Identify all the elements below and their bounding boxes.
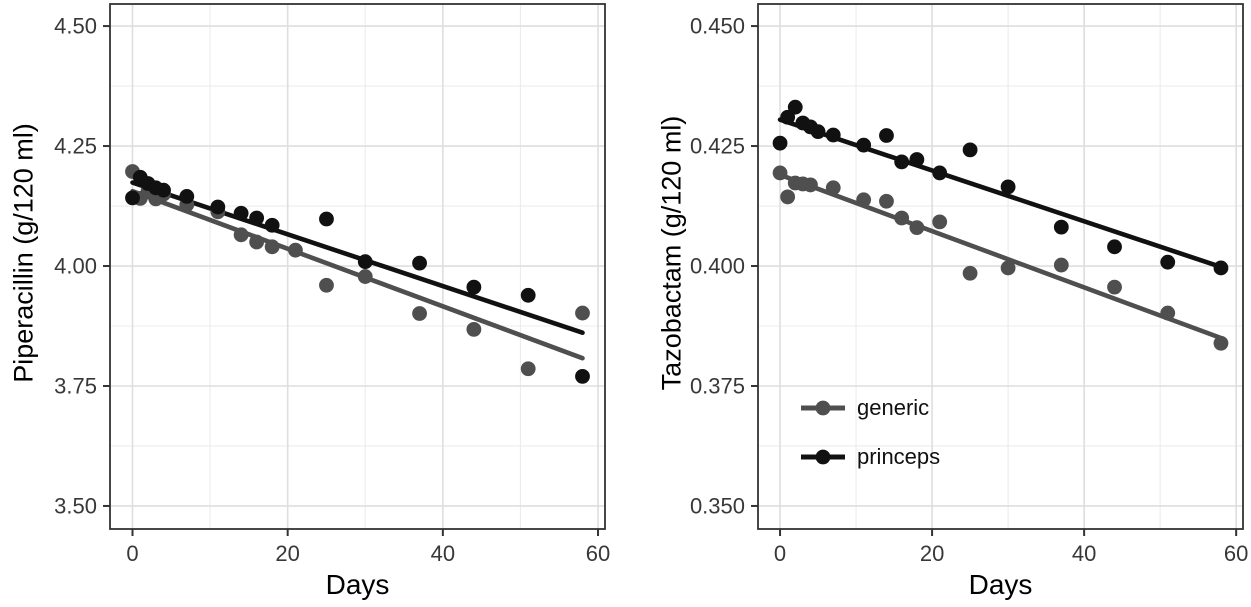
data-point-princeps xyxy=(357,254,373,270)
legend-label-generic: generic xyxy=(857,395,930,420)
legend-item-generic: generic xyxy=(800,395,940,420)
legend-key-point xyxy=(815,400,831,416)
data-point-generic xyxy=(803,177,818,193)
y-axis-tick-label: 4.50 xyxy=(54,14,97,39)
data-point-princeps xyxy=(856,137,872,153)
y-axis-tick-label: 0.350 xyxy=(690,493,745,518)
data-point-princeps xyxy=(1107,239,1122,255)
y-axis-title-tazobactam: Tazobactam (g/120 ml) xyxy=(656,115,687,390)
data-point-princeps xyxy=(575,368,590,384)
data-point-generic xyxy=(1053,257,1069,273)
x-axis-tick-label: 60 xyxy=(586,541,610,566)
data-point-princeps xyxy=(894,154,910,170)
data-point-princeps xyxy=(125,190,140,206)
data-point-princeps xyxy=(787,99,803,115)
data-point-generic xyxy=(319,277,334,293)
data-point-generic xyxy=(1160,305,1176,321)
x-axis-tick-label: 20 xyxy=(275,541,299,566)
x-axis-tick-label: 60 xyxy=(1224,541,1248,566)
generic-line-point-icon xyxy=(801,400,845,416)
y-axis-tick-label: 4.25 xyxy=(54,134,97,159)
data-point-princeps xyxy=(412,255,427,271)
y-axis-tick-label: 4.00 xyxy=(54,254,97,279)
x-axis-title-left: Days xyxy=(325,569,390,600)
x-axis-tick-label: 0 xyxy=(126,541,138,566)
legend-item-princeps: princeps xyxy=(800,444,941,469)
x-axis-tick-label: 40 xyxy=(1072,541,1096,566)
data-point-generic xyxy=(879,193,894,209)
data-point-generic xyxy=(780,189,796,205)
data-point-generic xyxy=(909,220,925,236)
data-point-princeps xyxy=(466,279,482,295)
data-point-generic xyxy=(894,210,910,226)
y-axis-title-piperacillin: Piperacillin (g/120 ml) xyxy=(8,122,39,383)
x-axis-tick-label: 40 xyxy=(431,541,455,566)
data-point-generic xyxy=(575,305,590,321)
piperacillin-plot: 0 20 40 60 4.50 4.25 4.00 3.75 3.50 xyxy=(54,3,610,566)
data-point-princeps xyxy=(1160,254,1176,270)
data-point-generic xyxy=(772,165,788,181)
data-point-generic xyxy=(932,214,948,230)
data-point-princeps xyxy=(909,152,925,167)
data-point-generic xyxy=(249,234,265,250)
trend-line-generic xyxy=(777,172,1224,341)
data-point-generic xyxy=(466,321,482,337)
legend-label-princeps: princeps xyxy=(857,444,941,469)
data-point-princeps xyxy=(179,189,195,204)
data-point-princeps xyxy=(825,127,841,143)
data-point-princeps xyxy=(810,124,826,140)
data-point-generic xyxy=(1000,260,1016,276)
legend: generic princeps xyxy=(800,395,941,469)
data-point-princeps xyxy=(233,205,249,221)
data-point-princeps xyxy=(772,135,788,151)
data-point-generic xyxy=(962,265,978,281)
data-point-generic xyxy=(412,306,427,321)
data-point-generic xyxy=(825,180,841,196)
data-point-generic xyxy=(264,239,280,255)
legend-key-point xyxy=(815,449,831,465)
data-point-generic xyxy=(357,269,373,284)
data-point-generic xyxy=(1107,279,1122,295)
data-point-generic xyxy=(1213,335,1229,351)
y-axis-tick-label: 3.50 xyxy=(54,493,97,518)
data-point-princeps xyxy=(962,142,978,158)
x-axis-title-right: Days xyxy=(968,569,1033,600)
y-axis-tick-label: 0.425 xyxy=(690,134,745,159)
data-point-generic xyxy=(520,361,536,377)
data-point-princeps xyxy=(264,217,280,233)
data-point-princeps xyxy=(1053,219,1069,235)
y-axis-tick-label: 0.375 xyxy=(690,373,745,398)
trend-line-princeps xyxy=(777,117,1224,270)
princeps-line-point-icon xyxy=(801,449,845,465)
data-point-princeps xyxy=(156,182,171,198)
data-point-princeps xyxy=(932,165,948,181)
y-axis-tick-label: 0.400 xyxy=(690,254,745,279)
data-point-princeps xyxy=(1000,179,1016,195)
data-point-princeps xyxy=(879,128,894,143)
y-axis-tick-label: 0.450 xyxy=(690,14,745,39)
data-point-generic xyxy=(288,242,303,258)
data-point-princeps xyxy=(319,211,334,227)
trend-line-princeps xyxy=(130,180,585,336)
data-point-princeps xyxy=(520,287,536,303)
data-point-princeps xyxy=(1213,260,1229,276)
data-point-princeps xyxy=(249,210,265,226)
x-axis-tick-label: 0 xyxy=(774,541,786,566)
data-point-generic xyxy=(233,227,249,243)
data-point-princeps xyxy=(210,199,226,215)
tazobactam-plot: 0 20 40 60 0.450 0.425 0.400 0.375 0.350 xyxy=(690,3,1248,566)
y-axis-tick-label: 3.75 xyxy=(54,373,97,398)
data-point-princeps xyxy=(780,109,796,125)
data-point-generic xyxy=(856,192,872,208)
trend-line-generic xyxy=(130,188,585,361)
x-axis-tick-label: 20 xyxy=(920,541,944,566)
